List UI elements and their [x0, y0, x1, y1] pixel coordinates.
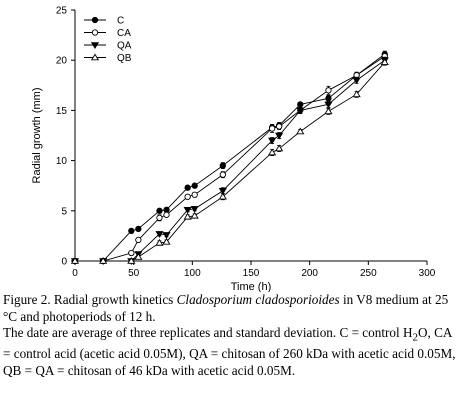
data-point [184, 184, 191, 191]
data-point [190, 211, 199, 219]
legend-item-qb: QB [84, 53, 132, 64]
data-point [128, 249, 135, 257]
data-point [183, 212, 192, 220]
data-point [276, 123, 283, 130]
legend-item-c: C [84, 16, 124, 27]
data-point [352, 90, 361, 98]
legend-item-ca: CA [84, 28, 131, 39]
series-c [71, 50, 388, 265]
data-point [155, 238, 164, 246]
series-line [75, 61, 386, 262]
data-point [99, 256, 108, 264]
data-point [275, 132, 284, 140]
data-point [127, 256, 136, 264]
data-point [297, 101, 304, 108]
data-point [218, 192, 227, 200]
series-qb [70, 58, 389, 264]
y-tick-label: 0 [61, 257, 67, 268]
caption-notes-subscript: 2 [412, 331, 418, 344]
data-point [134, 252, 143, 260]
data-point [162, 232, 171, 239]
data-point [325, 87, 332, 94]
data-point [324, 107, 333, 115]
data-point [155, 231, 164, 238]
x-tick-label: 100 [184, 268, 201, 279]
data-point [191, 191, 198, 198]
legend-marker [90, 53, 100, 61]
caption-line-2: The date are average of three replicates… [3, 325, 461, 379]
data-point [352, 77, 361, 85]
x-tick-label: 50 [128, 268, 140, 279]
data-point [324, 101, 333, 109]
legend-label: CA [117, 28, 131, 39]
legend-label: QA [117, 41, 132, 52]
y-axis-label: Radial growth (mm) [31, 88, 43, 184]
data-point [135, 225, 142, 233]
caption-species: Cladosporium cladosporioides [176, 292, 340, 307]
data-point [128, 227, 135, 235]
data-point [190, 206, 199, 213]
data-point [183, 207, 192, 214]
data-point [184, 193, 191, 200]
data-point [325, 95, 332, 102]
legend-marker [90, 42, 100, 50]
data-point [268, 148, 277, 156]
caption-notes-b: O, CA = control acid (acetic acid 0.05M)… [3, 325, 456, 379]
y-tick-label: 15 [56, 106, 68, 117]
legend-label: C [117, 16, 124, 27]
data-point [219, 162, 226, 169]
y-tick-label: 20 [56, 56, 68, 67]
data-point [219, 171, 226, 178]
series-line [75, 55, 386, 262]
data-point [380, 58, 389, 65]
data-point [296, 107, 305, 115]
y-tick-label: 10 [56, 156, 68, 167]
growth-chart: 0 50 100 150 200 250 300 0 5 10 15 20 25 Time (h) Ra… [31, 6, 436, 293]
data-point [268, 137, 277, 145]
x-tick-label: 250 [360, 268, 377, 279]
data-point [268, 125, 276, 132]
legend-marker [91, 16, 99, 24]
data-point [162, 237, 171, 245]
ticks: 0 50 100 150 200 250 300 0 5 10 15 20 25 [56, 6, 436, 280]
series-layer [70, 50, 389, 266]
data-point [156, 207, 163, 214]
caption-notes-a: The date are average of three replicates… [3, 325, 413, 341]
data-point [70, 256, 80, 264]
data-point [191, 182, 198, 189]
x-axis-label: Time (h) [231, 281, 272, 292]
caption-line-1: Figure 2. Radial growth kinetics Cladosp… [3, 292, 461, 325]
data-point [156, 214, 163, 221]
y-tick-label: 25 [56, 6, 68, 17]
caption-title-prefix: Figure 2. Radial growth kinetics [3, 292, 177, 307]
x-tick-label: 0 [72, 268, 78, 279]
figure-caption: Figure 2. Radial growth kinetics Cladosp… [3, 292, 461, 380]
x-tick-label: 200 [301, 268, 318, 279]
data-point [296, 127, 305, 135]
data-point [163, 211, 170, 218]
caption-title-suffix: in V8 medium at 25 °C and photoperiods o… [3, 292, 449, 324]
x-tick-label: 300 [419, 268, 436, 279]
data-point [135, 236, 142, 244]
data-point [275, 144, 284, 152]
y-tick-label: 5 [61, 206, 67, 217]
legend-marker [91, 29, 99, 36]
series-ca [71, 52, 388, 265]
x-tick-label: 150 [243, 268, 260, 279]
data-point [218, 187, 227, 195]
legend-label: QB [117, 53, 132, 64]
legend-item-qa: QA [84, 41, 132, 52]
